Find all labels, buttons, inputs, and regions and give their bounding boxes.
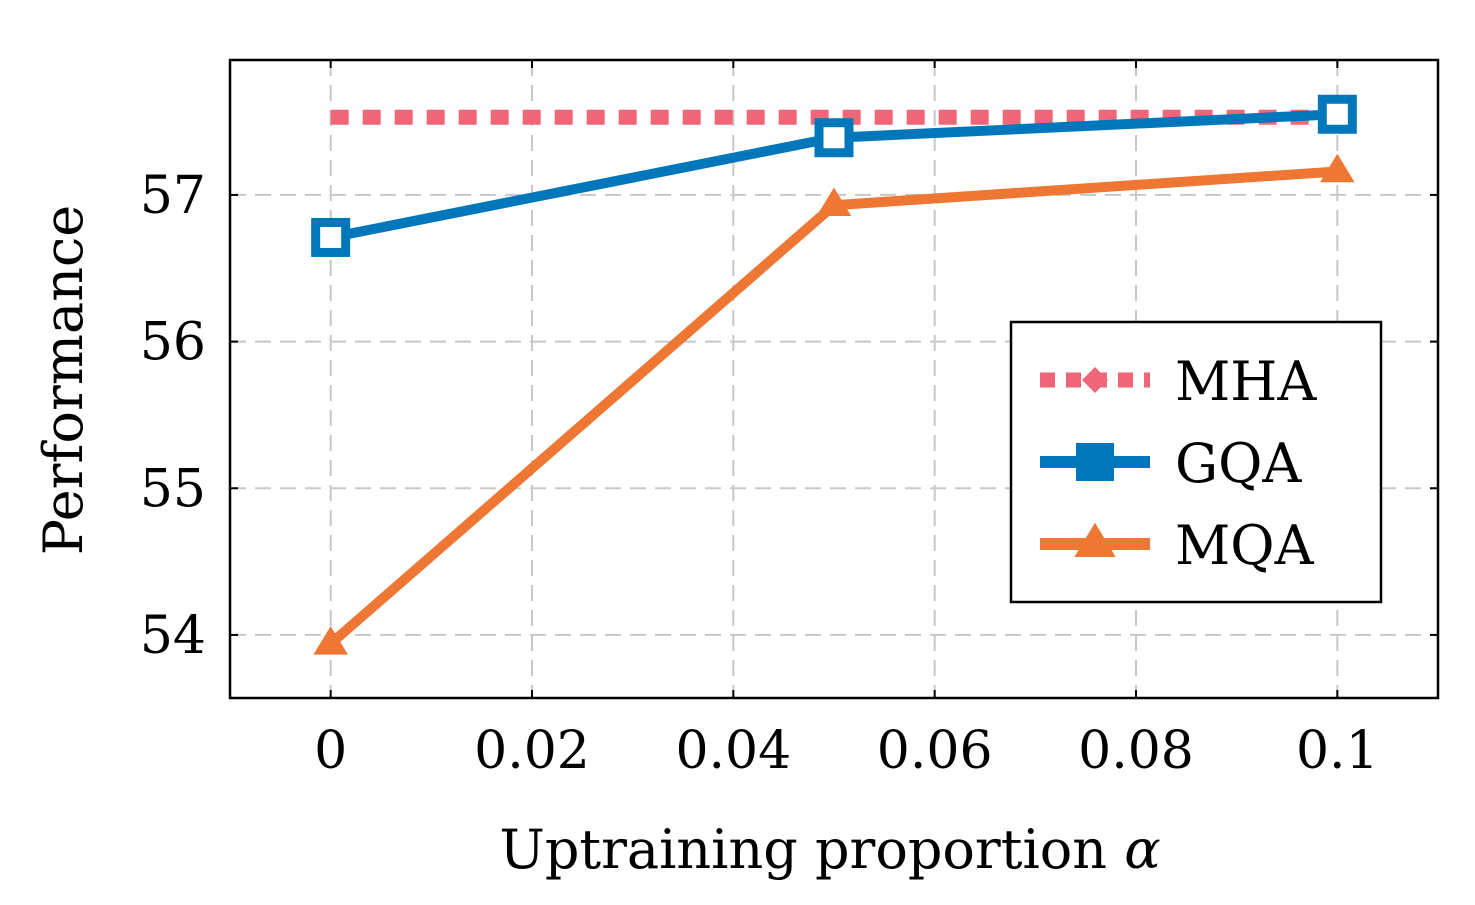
- legend: MHA GQA MQA: [1009, 320, 1383, 604]
- x-axis-label-symbol: α: [1124, 818, 1160, 881]
- data-point-gqa: [814, 118, 854, 158]
- data-point-mqa: [1320, 153, 1355, 183]
- x-tick-label: 0.02: [474, 721, 590, 781]
- y-tick-label: 57: [140, 166, 206, 226]
- legend-item-gqa: GQA: [1040, 432, 1302, 495]
- legend-item-mqa: MQA: [1040, 514, 1315, 577]
- x-tick-label: 0.1: [1296, 721, 1379, 781]
- ticks: 0 0.02 0.04 0.06 0.08 0.1 54 55 56 57: [140, 60, 1438, 781]
- data-point-gqa: [311, 217, 351, 257]
- x-axis-label-text: Uptraining proportion: [499, 818, 1107, 881]
- legend-marker-mqa: [1074, 522, 1116, 557]
- y-axis-label: Performance: [32, 205, 95, 555]
- series-mqa: [313, 153, 1355, 655]
- x-axis-label: Uptraining proportion α: [499, 818, 1160, 881]
- series-gqa: [311, 94, 1357, 257]
- legend-marker-mha: [1082, 367, 1108, 393]
- series-layer: [311, 94, 1357, 655]
- x-tick-label: 0.08: [1078, 721, 1194, 781]
- y-tick-label: 56: [140, 313, 206, 373]
- data-point-mqa: [816, 187, 852, 217]
- legend-label-mha: MHA: [1175, 350, 1317, 413]
- data-point-gqa: [1317, 94, 1357, 134]
- legend-label-gqa: GQA: [1175, 432, 1302, 495]
- x-tick-label: 0.06: [877, 721, 993, 781]
- data-point-mqa: [313, 626, 348, 655]
- legend-marker-gqa: [1076, 443, 1114, 481]
- y-tick-label: 55: [140, 459, 206, 519]
- plot-frame: [228, 58, 1440, 700]
- axis-labels: Uptraining proportion α Performance: [32, 205, 1161, 881]
- x-tick-label: 0.04: [675, 721, 791, 781]
- legend-item-mha: MHA: [1040, 350, 1317, 413]
- legend-label-mqa: MQA: [1175, 514, 1315, 577]
- y-tick-label: 54: [140, 606, 206, 666]
- x-tick-label: 0: [314, 721, 347, 781]
